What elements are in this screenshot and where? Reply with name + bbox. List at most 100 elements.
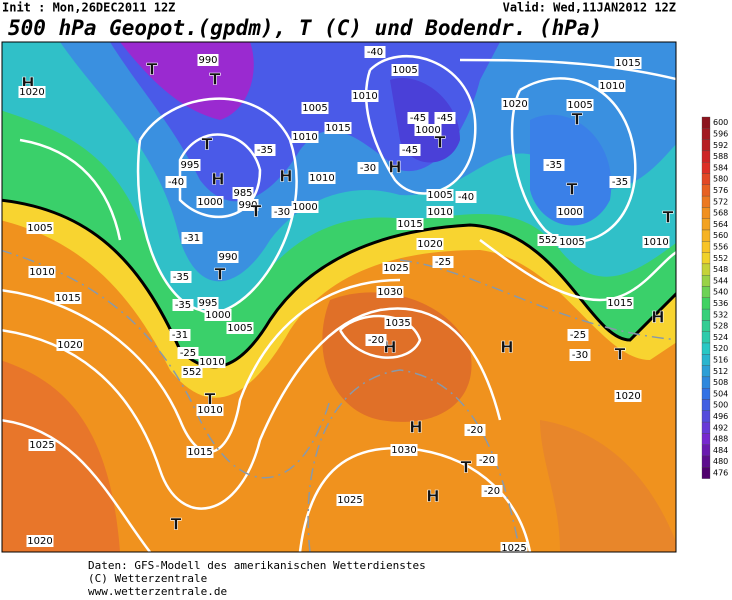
contour-label: -31 bbox=[184, 233, 200, 244]
legend-label: 580 bbox=[713, 175, 728, 184]
label-box bbox=[54, 292, 82, 304]
label-box bbox=[165, 176, 187, 188]
contour-label: -30 bbox=[274, 207, 290, 218]
legend-swatch bbox=[701, 399, 711, 411]
label-box bbox=[291, 131, 319, 143]
legend-swatch bbox=[701, 229, 711, 242]
label-box bbox=[364, 46, 386, 58]
legend-label: 496 bbox=[713, 412, 728, 421]
pressure-center: H bbox=[500, 338, 513, 357]
pressure-center: T bbox=[210, 70, 221, 89]
legend-label: 536 bbox=[713, 299, 728, 308]
label-box bbox=[569, 349, 591, 361]
pressure-center: T bbox=[461, 458, 472, 477]
legend-label: 512 bbox=[713, 367, 728, 376]
label-box bbox=[558, 236, 586, 248]
label-box bbox=[181, 232, 203, 244]
contour-label: 1010 bbox=[29, 267, 54, 278]
pressure-center: H bbox=[388, 158, 401, 177]
label-box bbox=[476, 454, 498, 466]
label-box bbox=[271, 206, 293, 218]
contour-label: -20 bbox=[467, 425, 483, 436]
contour-label: -40 bbox=[458, 192, 474, 203]
legend-label: 492 bbox=[713, 423, 728, 432]
contour-label: 1015 bbox=[615, 58, 640, 69]
label-box bbox=[336, 494, 364, 506]
legend-label: 572 bbox=[713, 197, 728, 206]
legend-swatch bbox=[701, 286, 711, 298]
label-box bbox=[426, 206, 454, 218]
pressure-center: H bbox=[409, 418, 422, 437]
label-box bbox=[237, 199, 259, 211]
contour-label: 1005 bbox=[302, 103, 327, 114]
contour-label: 1000 bbox=[197, 197, 222, 208]
label-box bbox=[179, 159, 201, 171]
legend-label: 576 bbox=[713, 186, 728, 195]
contour-label: 1010 bbox=[352, 91, 377, 102]
contour-label: 1025 bbox=[29, 440, 54, 451]
contour-label: 1005 bbox=[392, 65, 417, 76]
legend-label: 532 bbox=[713, 310, 728, 319]
legend-swatch bbox=[701, 421, 711, 434]
contour-label: -31 bbox=[172, 330, 188, 341]
label-box bbox=[169, 329, 191, 341]
contour-label: 552 bbox=[538, 235, 557, 246]
legend-label: 592 bbox=[713, 141, 728, 150]
label-box bbox=[481, 485, 503, 497]
label-box bbox=[566, 99, 594, 111]
legend-swatch bbox=[701, 173, 711, 185]
legend-swatch bbox=[701, 365, 711, 378]
pressure-center: H bbox=[279, 167, 292, 186]
label-box bbox=[396, 218, 424, 230]
contour-label: 1020 bbox=[19, 87, 44, 98]
contour-label: 1015 bbox=[187, 447, 212, 458]
label-box bbox=[301, 102, 329, 114]
contour-label: -35 bbox=[175, 300, 191, 311]
legend-swatch bbox=[701, 116, 711, 129]
legend-swatch bbox=[701, 444, 711, 457]
contour-label: 1010 bbox=[309, 173, 334, 184]
label-box bbox=[204, 309, 232, 321]
legend-swatch bbox=[701, 455, 711, 468]
footer: Daten: GFS-Modell des amerikanischen Wet… bbox=[88, 559, 426, 598]
contour-label: 995 bbox=[180, 160, 199, 171]
pressure-center: T bbox=[663, 208, 674, 227]
contour-label: -30 bbox=[360, 163, 376, 174]
contour-label: -45 bbox=[437, 113, 453, 124]
map-title: 500 hPa Geopot.(gpdm), T (C) und Bodendr… bbox=[8, 16, 602, 40]
legend-label: 560 bbox=[713, 231, 728, 240]
label-box bbox=[501, 98, 529, 110]
contour-label: -45 bbox=[410, 113, 426, 124]
contour-label: 1005 bbox=[427, 190, 452, 201]
contour-label: 1000 bbox=[415, 125, 440, 136]
contour-label: 1030 bbox=[377, 287, 402, 298]
label-box bbox=[26, 535, 54, 547]
pressure-center: H bbox=[426, 487, 439, 506]
label-box bbox=[177, 347, 199, 359]
label-box bbox=[464, 424, 486, 436]
label-box bbox=[390, 444, 418, 456]
legend-label: 556 bbox=[713, 242, 728, 251]
contour-label: 1010 bbox=[197, 405, 222, 416]
contour-label: 1010 bbox=[199, 357, 224, 368]
label-box bbox=[365, 334, 387, 346]
contour-label: 1020 bbox=[417, 239, 442, 250]
contour-label: 985 bbox=[233, 188, 252, 199]
valid-time: Valid: Wed,11JAN2012 12Z bbox=[503, 1, 676, 15]
label-box bbox=[196, 196, 224, 208]
legend-swatch bbox=[701, 128, 711, 140]
contour-label: 1015 bbox=[397, 219, 422, 230]
pressure-center: T bbox=[572, 110, 583, 129]
contour-label: 1025 bbox=[337, 495, 362, 506]
legend: 600 596 592 588 584 580 576 572 568 564 560 556 552 5… bbox=[701, 116, 728, 479]
label-box bbox=[226, 322, 254, 334]
contour-label: 990 bbox=[198, 55, 217, 66]
legend-label: 548 bbox=[713, 265, 728, 274]
label-box bbox=[198, 356, 226, 368]
label-box bbox=[28, 439, 56, 451]
contour-label: 1025 bbox=[501, 543, 526, 554]
label-box bbox=[384, 317, 412, 329]
label-box bbox=[614, 390, 642, 402]
